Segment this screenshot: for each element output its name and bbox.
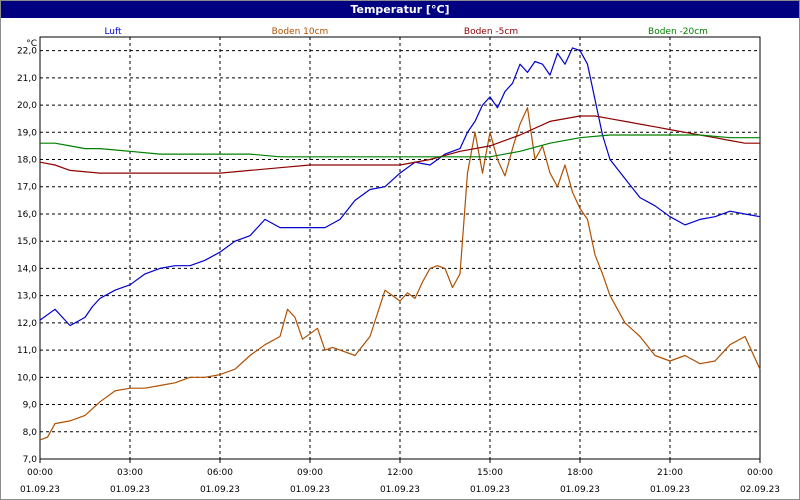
series-line-boden-5cm: [39, 115, 760, 174]
axis-layer: 7,0 8,0 9,0 10,0 11,0 12,0 13,0 14,0 15,0 16,0 17,…: [17, 39, 780, 495]
y-tick-label: 22,0: [17, 47, 37, 57]
series-line-boden-10cm: [39, 107, 761, 441]
y-tick-label: 14,0: [17, 264, 37, 274]
x-tick-date: 01.09.23: [650, 485, 690, 495]
x-tick-date: 01.09.23: [470, 485, 510, 495]
y-tick-label: 12,0: [17, 319, 37, 329]
series-line-boden-20cm: [40, 134, 760, 158]
x-tick-time: 09:00: [297, 468, 323, 478]
y-tick-label: 19,0: [17, 128, 37, 138]
x-tick-date: 01.09.23: [20, 485, 60, 495]
x-tick-date: 01.09.23: [290, 485, 330, 495]
x-tick-time: 03:00: [117, 468, 143, 478]
legend-boden-5cm: Boden -5cm: [464, 27, 518, 37]
legend-luft: Luft: [104, 27, 122, 37]
x-tick-time: 06:00: [207, 468, 233, 478]
x-tick-time: 00:00: [27, 468, 53, 478]
legend-layer: Luft Boden 10cm Boden -5cm Boden -20cm: [104, 27, 708, 37]
y-tick-label: 18,0: [17, 156, 37, 166]
series-line-luft: [39, 47, 761, 327]
grid-layer: [40, 37, 760, 459]
y-tick-label: 10,0: [17, 373, 37, 383]
x-tick-date: 01.09.23: [110, 485, 150, 495]
y-tick-label: 20,0: [17, 101, 37, 111]
x-tick-time: 15:00: [477, 468, 503, 478]
y-tick-label: 16,0: [17, 210, 37, 220]
series-layer: [39, 47, 761, 441]
y-tick-label: 7,0: [23, 455, 38, 465]
y-tick-label: 13,0: [17, 292, 37, 302]
y-tick-label: 8,0: [23, 428, 38, 438]
x-tick-time: 18:00: [567, 468, 593, 478]
y-tick-label: 15,0: [17, 237, 37, 247]
chart-title: Temperatur [°C]: [1, 1, 799, 18]
y-tick-label: 17,0: [17, 183, 37, 193]
legend-boden-10cm: Boden 10cm: [272, 27, 329, 37]
y-axis-unit: °C: [26, 39, 37, 49]
x-tick-date: 01.09.23: [380, 485, 420, 495]
x-tick-date: 01.09.23: [560, 485, 600, 495]
x-tick-date: 01.09.23: [200, 485, 240, 495]
y-tick-label: 21,0: [17, 74, 37, 84]
y-tick-label: 9,0: [23, 401, 38, 411]
legend-boden-20cm: Boden -20cm: [648, 27, 708, 37]
x-tick-time: 12:00: [387, 468, 413, 478]
x-tick-time: 21:00: [657, 468, 683, 478]
x-tick-date: 02.09.23: [740, 485, 780, 495]
y-tick-label: 11,0: [17, 346, 37, 356]
x-tick-time: 00:00: [747, 468, 773, 478]
